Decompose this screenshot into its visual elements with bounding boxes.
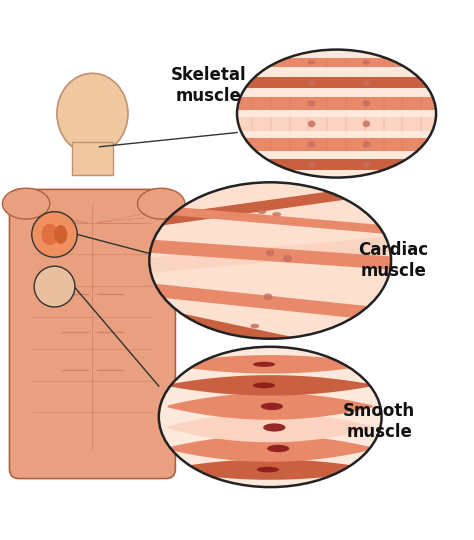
Ellipse shape	[257, 467, 279, 472]
Ellipse shape	[263, 423, 285, 431]
Polygon shape	[131, 235, 409, 274]
Text: Skeletal
muscle: Skeletal muscle	[171, 66, 246, 105]
Ellipse shape	[237, 50, 436, 178]
Polygon shape	[168, 460, 373, 480]
Polygon shape	[227, 117, 446, 131]
Polygon shape	[227, 138, 446, 151]
Polygon shape	[227, 77, 446, 89]
Text: Cardiac
muscle: Cardiac muscle	[358, 241, 428, 280]
Ellipse shape	[264, 293, 273, 300]
Polygon shape	[227, 58, 446, 67]
Ellipse shape	[137, 188, 185, 219]
Ellipse shape	[42, 224, 58, 245]
Polygon shape	[168, 393, 373, 420]
Ellipse shape	[149, 183, 391, 339]
Ellipse shape	[57, 73, 128, 154]
Polygon shape	[168, 375, 373, 396]
Ellipse shape	[272, 212, 281, 217]
Ellipse shape	[266, 249, 275, 256]
Ellipse shape	[308, 162, 315, 167]
Ellipse shape	[267, 445, 289, 452]
Polygon shape	[131, 238, 409, 271]
Ellipse shape	[308, 120, 315, 127]
Ellipse shape	[257, 209, 266, 214]
Polygon shape	[168, 355, 373, 374]
Polygon shape	[227, 97, 446, 110]
Ellipse shape	[253, 362, 275, 367]
FancyBboxPatch shape	[72, 142, 113, 175]
Circle shape	[34, 266, 75, 307]
Polygon shape	[227, 159, 446, 170]
Ellipse shape	[54, 225, 67, 244]
Ellipse shape	[159, 347, 382, 487]
Ellipse shape	[363, 141, 370, 147]
Ellipse shape	[261, 403, 283, 410]
Ellipse shape	[308, 60, 315, 65]
Ellipse shape	[308, 100, 315, 106]
Ellipse shape	[363, 60, 370, 65]
Ellipse shape	[363, 162, 370, 167]
Polygon shape	[168, 413, 373, 442]
Polygon shape	[131, 180, 409, 230]
Ellipse shape	[250, 323, 259, 328]
Ellipse shape	[253, 382, 275, 388]
Circle shape	[32, 212, 77, 257]
Polygon shape	[131, 303, 409, 372]
Ellipse shape	[2, 188, 50, 219]
Polygon shape	[131, 281, 409, 324]
Ellipse shape	[283, 255, 292, 262]
Ellipse shape	[363, 80, 370, 85]
Ellipse shape	[363, 120, 370, 127]
FancyBboxPatch shape	[9, 190, 175, 478]
Polygon shape	[131, 203, 409, 236]
Ellipse shape	[308, 80, 315, 85]
Polygon shape	[168, 435, 373, 462]
Ellipse shape	[363, 100, 370, 106]
Ellipse shape	[308, 141, 315, 147]
Text: Smooth
muscle: Smooth muscle	[343, 402, 415, 441]
